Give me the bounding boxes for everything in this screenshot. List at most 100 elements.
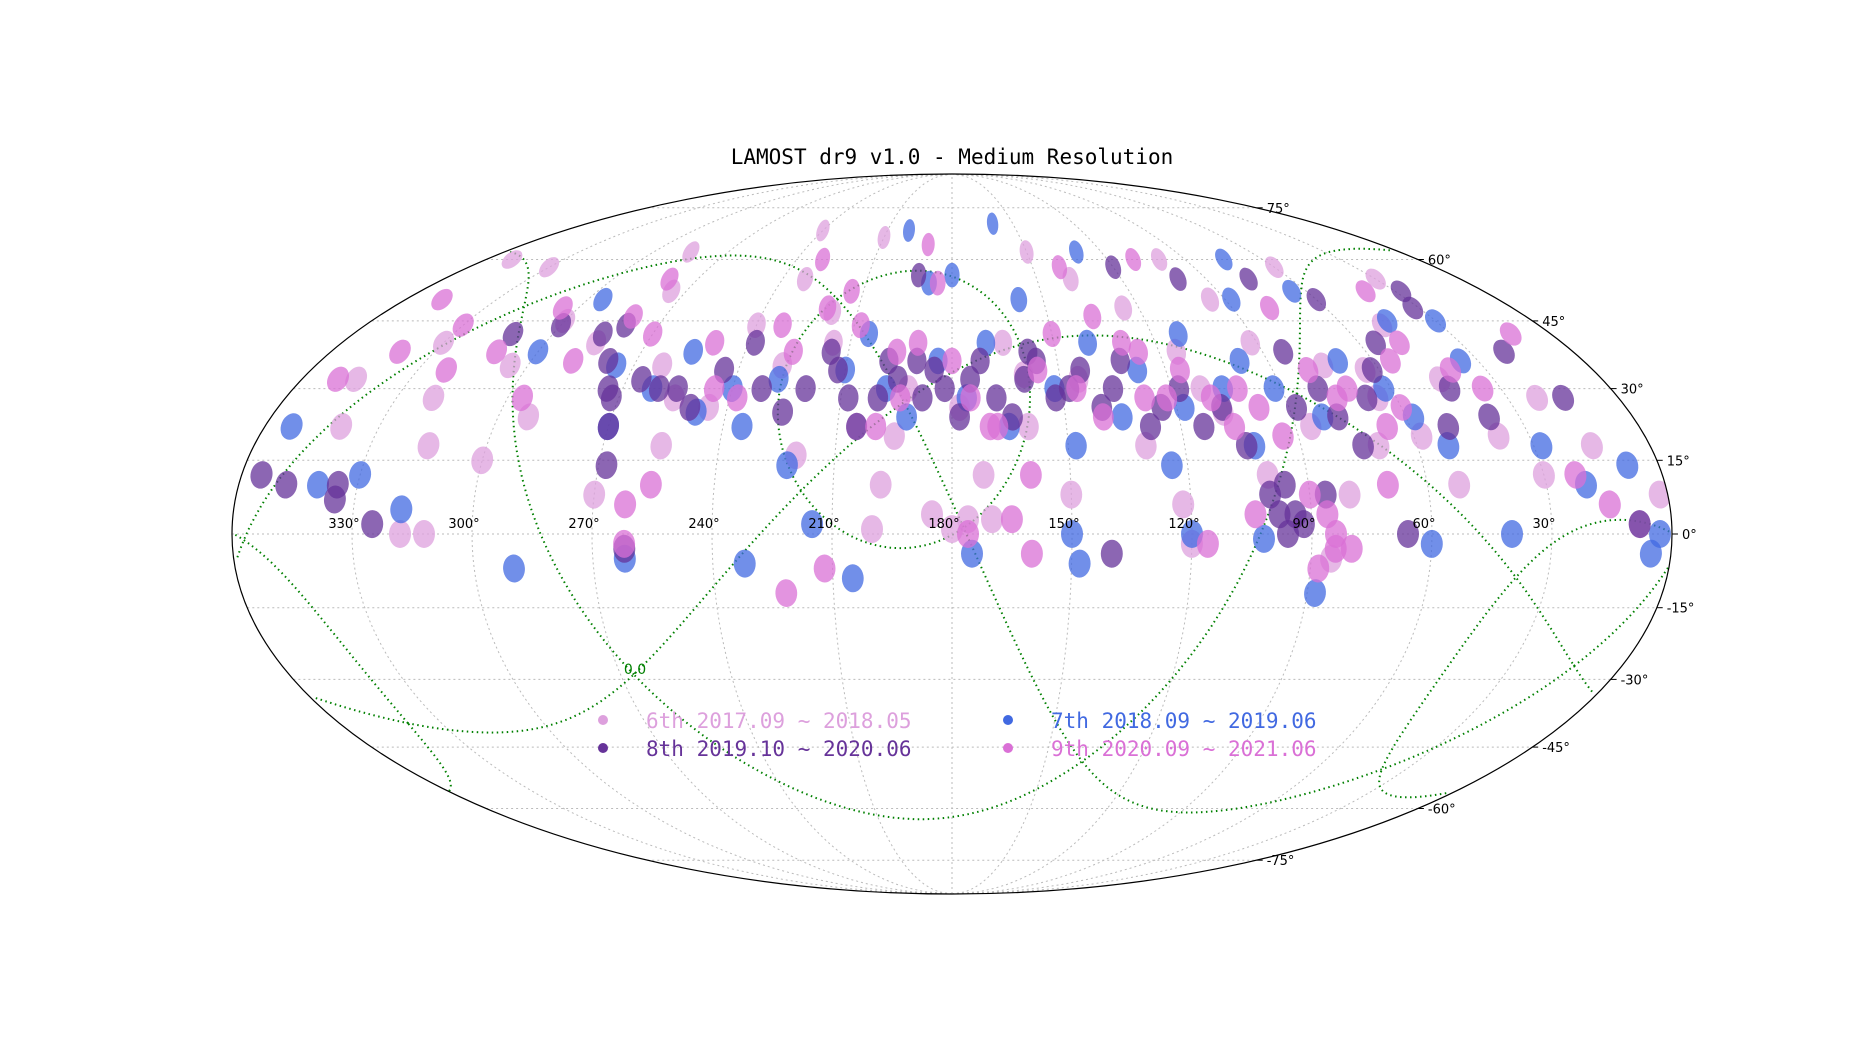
survey-field-point	[783, 338, 803, 365]
survey-field-point	[1092, 403, 1114, 431]
survey-field-point	[502, 321, 524, 347]
survey-field-point	[452, 313, 474, 337]
survey-field-point	[1100, 539, 1123, 568]
survey-field-point	[1499, 322, 1522, 346]
survey-field-point	[993, 329, 1013, 356]
survey-field-point	[361, 510, 384, 539]
survey-field-point	[683, 338, 704, 365]
survey-field-point	[1493, 339, 1515, 364]
dec-tick-label: -75°	[1267, 854, 1295, 869]
survey-field-point	[1252, 524, 1276, 553]
survey-field-point	[1111, 403, 1133, 431]
survey-field-point	[667, 375, 688, 402]
survey-field-point	[1196, 529, 1219, 558]
survey-field-point	[1284, 500, 1307, 529]
survey-field-point	[1564, 461, 1587, 489]
survey-field-point	[583, 480, 606, 509]
survey-field-point	[920, 500, 944, 529]
ra-tick-label: 270°	[568, 517, 599, 532]
survey-field-point	[1639, 539, 1662, 568]
survey-field-point	[1420, 529, 1443, 558]
survey-field-point	[597, 412, 620, 441]
survey-field-point	[1327, 348, 1349, 374]
survey-field-point	[1240, 330, 1261, 356]
survey-field-point	[1172, 490, 1195, 519]
survey-field-point	[486, 339, 508, 365]
survey-field-point	[1010, 286, 1028, 313]
ra-tick-label: 180°	[928, 517, 959, 532]
survey-field-point	[1439, 357, 1462, 383]
survey-field-point	[1552, 384, 1575, 411]
galactic-grid-line	[236, 254, 1671, 814]
survey-field-point	[642, 321, 663, 347]
survey-field-point	[550, 313, 572, 338]
survey-field-point	[679, 393, 701, 421]
survey-field-point	[326, 470, 349, 499]
survey-field-point	[1263, 375, 1285, 402]
survey-field-point	[471, 446, 494, 475]
galactic-grid-line	[315, 334, 1595, 734]
survey-field-point	[772, 398, 794, 426]
survey-field-point	[1355, 280, 1376, 303]
survey-field-point	[1112, 329, 1131, 356]
survey-field-point	[865, 412, 887, 441]
survey-field-point	[613, 529, 636, 558]
survey-field-point	[389, 339, 411, 364]
survey-field-point	[1051, 255, 1068, 280]
survey-field-point	[912, 384, 933, 412]
galactic-grid-line	[232, 518, 1670, 799]
survey-field-point	[1616, 451, 1639, 479]
survey-field-point	[422, 384, 445, 412]
survey-field-point	[1648, 480, 1671, 509]
legend-label: 8th 2019.10 ~ 2020.06	[646, 737, 912, 761]
survey-field-point	[1397, 520, 1419, 548]
survey-field-point	[250, 461, 273, 489]
survey-field-point	[1042, 320, 1061, 348]
chart-title: LAMOST dr9 v1.0 - Medium Resolution	[731, 145, 1174, 169]
survey-field-point	[944, 262, 960, 288]
survey-field-point	[280, 413, 303, 440]
survey-field-point	[1068, 549, 1091, 578]
survey-field-point	[345, 366, 368, 392]
legend-marker	[1003, 743, 1013, 753]
survey-field-point	[1019, 461, 1042, 489]
survey-field-point	[751, 375, 772, 403]
survey-field-point	[631, 366, 652, 393]
survey-field-point	[639, 470, 662, 499]
survey-field-point	[1223, 412, 1246, 441]
survey-field-point	[1628, 510, 1651, 539]
survey-field-point	[1017, 412, 1039, 441]
ra-tick-label: 210°	[808, 517, 839, 532]
dec-tick-label: 30°	[1621, 383, 1644, 398]
survey-field-point	[796, 266, 814, 292]
survey-field-point	[598, 347, 619, 374]
survey-field-point	[511, 384, 534, 412]
survey-field-point	[902, 219, 916, 242]
tick-labels: 330° 300° 270° 240° 210° 180° 150° 120° 90° 60° 30…	[328, 202, 1696, 869]
survey-field-point	[1102, 375, 1124, 403]
dec-tick-label: 45°	[1542, 315, 1565, 330]
survey-field-point	[1285, 393, 1308, 421]
survey-field-point	[614, 490, 637, 519]
survey-field-point	[1215, 248, 1233, 271]
ra-tick-label: 150°	[1048, 517, 1079, 532]
survey-field-point	[660, 267, 679, 291]
survey-field-point	[1380, 348, 1401, 374]
legend-label: 9th 2020.09 ~ 2021.06	[1051, 737, 1317, 761]
galactic-grid-label: 0.0	[624, 662, 646, 678]
survey-field-point	[795, 375, 816, 403]
survey-field-point	[1227, 375, 1248, 402]
survey-field-point	[815, 247, 831, 272]
ra-tick-label: 120°	[1168, 517, 1199, 532]
survey-field-point	[1066, 375, 1087, 403]
survey-field-point	[1580, 432, 1603, 460]
survey-field-point	[1134, 384, 1155, 412]
survey-field-point	[843, 278, 860, 304]
survey-field-point	[652, 352, 673, 379]
ra-tick-label: 90°	[1292, 517, 1315, 532]
legend: 6th 2017.09 ~ 2018.05 7th 2018.09 ~ 2019.…	[598, 709, 1317, 761]
survey-field-point	[986, 212, 999, 235]
survey-field-point	[887, 338, 907, 365]
survey-field-point	[1376, 309, 1398, 333]
survey-field-point	[1352, 432, 1374, 460]
